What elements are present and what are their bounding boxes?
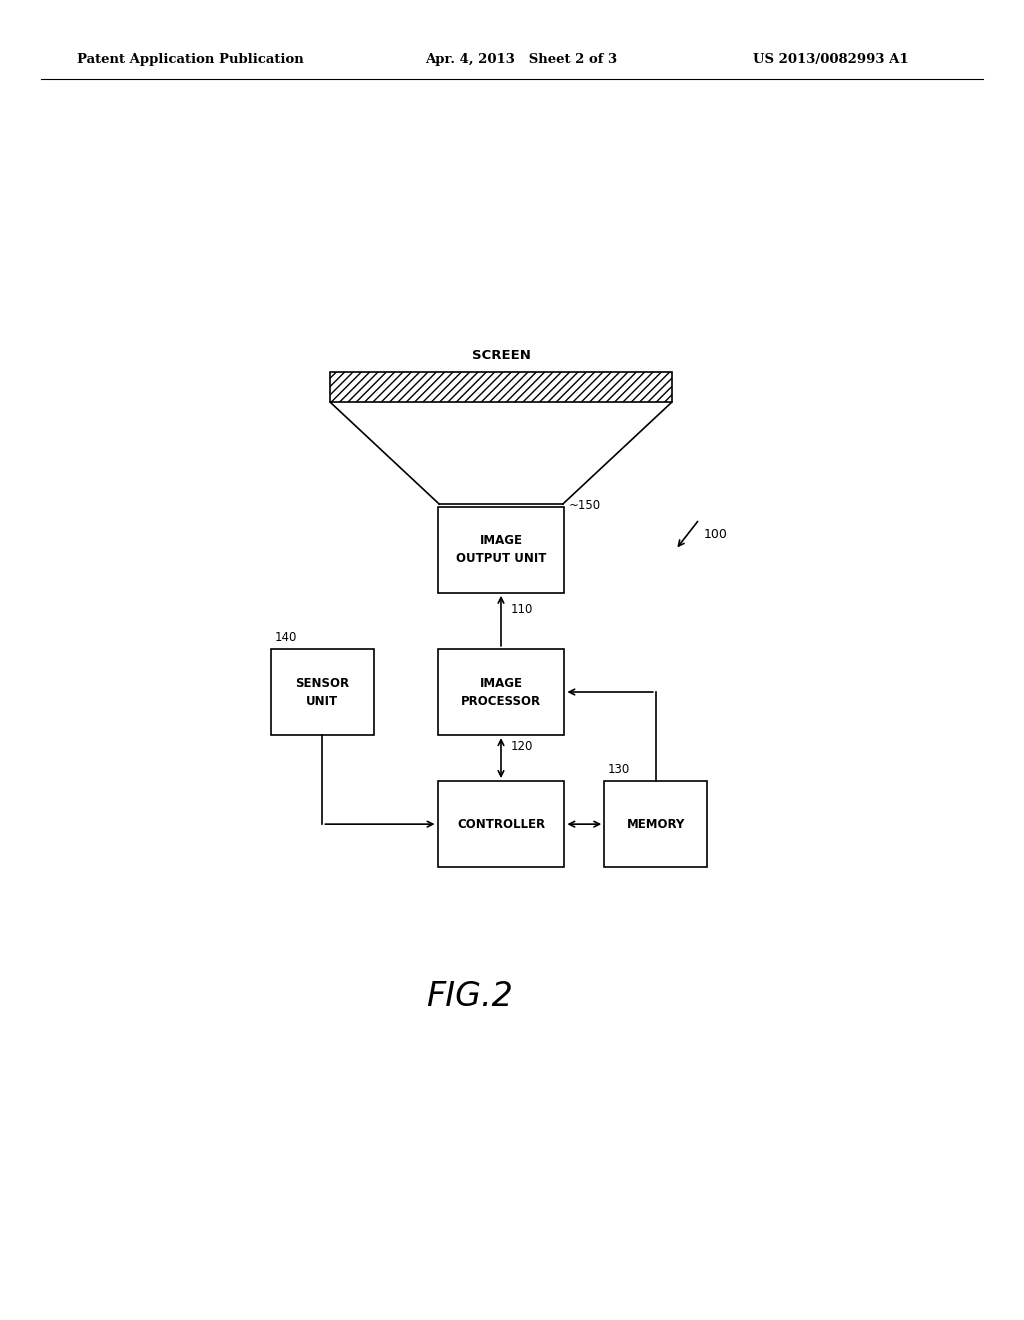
Bar xyxy=(437,781,564,867)
Bar xyxy=(437,649,564,735)
Text: CONTROLLER: CONTROLLER xyxy=(457,817,545,830)
Text: 130: 130 xyxy=(608,763,631,776)
Text: IMAGE
PROCESSOR: IMAGE PROCESSOR xyxy=(461,677,541,708)
Text: Apr. 4, 2013   Sheet 2 of 3: Apr. 4, 2013 Sheet 2 of 3 xyxy=(425,53,617,66)
Text: ~150: ~150 xyxy=(568,499,600,512)
Bar xyxy=(270,649,374,735)
Text: SCREEN: SCREEN xyxy=(472,348,530,362)
Bar xyxy=(604,781,708,867)
Text: 110: 110 xyxy=(511,603,532,616)
Text: US 2013/0082993 A1: US 2013/0082993 A1 xyxy=(753,53,908,66)
Text: SENSOR
UNIT: SENSOR UNIT xyxy=(295,677,349,708)
Text: Patent Application Publication: Patent Application Publication xyxy=(77,53,303,66)
Text: 120: 120 xyxy=(511,741,532,752)
Text: 140: 140 xyxy=(274,631,297,644)
Bar xyxy=(331,372,672,403)
Bar xyxy=(437,507,564,593)
Text: FIG.2: FIG.2 xyxy=(426,981,513,1014)
Text: MEMORY: MEMORY xyxy=(627,817,685,830)
Text: IMAGE
OUTPUT UNIT: IMAGE OUTPUT UNIT xyxy=(456,535,546,565)
Text: 100: 100 xyxy=(703,528,727,541)
